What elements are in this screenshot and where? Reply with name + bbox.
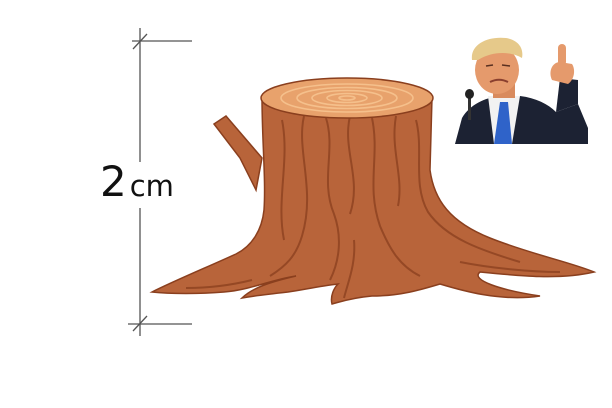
person-arm (556, 78, 578, 112)
dimension-top-tick (132, 33, 148, 50)
dimension-unit: cm (129, 169, 174, 203)
dimension-bottom-tick (132, 315, 148, 332)
stump-grain (185, 115, 561, 299)
microphone-stand (468, 94, 471, 120)
person-pointing-finger (558, 44, 566, 66)
microphone-icon (465, 89, 474, 99)
tree-stump (149, 77, 597, 305)
dimension-label: 2 cm (100, 160, 174, 204)
stump-trunk (149, 97, 597, 305)
dimension-indicator (128, 28, 192, 336)
person-tie (494, 102, 512, 144)
stump-rings (280, 83, 414, 113)
dimension-value: 2 (100, 157, 127, 206)
person-eyes (485, 64, 511, 67)
stump-branch (212, 115, 263, 193)
person-hair (471, 37, 523, 60)
person-mouth (489, 78, 509, 83)
person-hand (550, 62, 575, 84)
person-suit (455, 96, 588, 144)
person-photo (455, 37, 588, 144)
